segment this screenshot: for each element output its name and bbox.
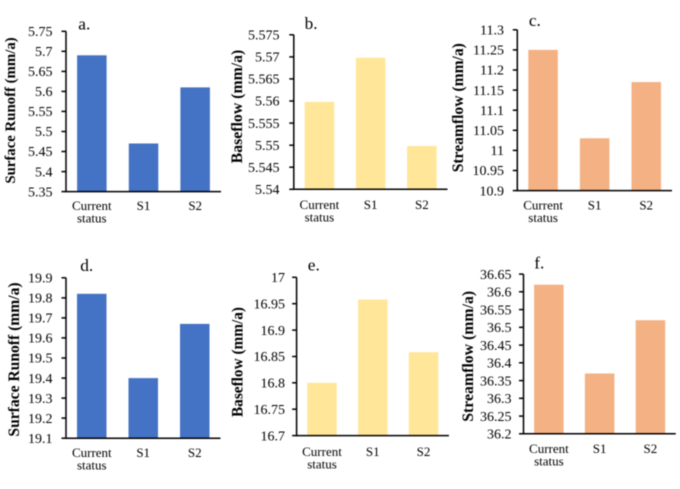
svg-text:36.2: 36.2 — [487, 428, 512, 443]
svg-text:16.95: 16.95 — [254, 297, 286, 312]
svg-text:c.: c. — [529, 11, 541, 30]
svg-text:5.54: 5.54 — [255, 183, 280, 198]
svg-text:19.4: 19.4 — [28, 372, 53, 387]
svg-text:19.6: 19.6 — [28, 332, 53, 347]
svg-text:5.75: 5.75 — [28, 25, 53, 40]
svg-text:S2: S2 — [644, 441, 658, 456]
svg-text:Current: Current — [72, 445, 112, 460]
svg-text:Baseflow (mm/a): Baseflow (mm/a) — [230, 307, 247, 417]
svg-text:Current: Current — [300, 197, 340, 212]
svg-text:S1: S1 — [137, 198, 151, 213]
svg-text:36.5: 36.5 — [487, 321, 512, 336]
svg-text:a.: a. — [78, 14, 90, 33]
svg-text:11: 11 — [491, 144, 504, 159]
svg-text:16.75: 16.75 — [254, 403, 286, 418]
svg-text:11.2: 11.2 — [480, 64, 504, 79]
svg-text:5.545: 5.545 — [248, 161, 280, 176]
svg-text:Surface Runoff (mm/a): Surface Runoff (mm/a) — [6, 282, 23, 436]
svg-text:status: status — [534, 454, 564, 469]
svg-text:11.15: 11.15 — [473, 84, 504, 99]
svg-text:19.3: 19.3 — [28, 392, 53, 407]
svg-text:status: status — [77, 458, 107, 473]
svg-text:b.: b. — [305, 14, 318, 33]
svg-text:19.7: 19.7 — [28, 312, 53, 327]
svg-text:19.5: 19.5 — [28, 352, 53, 367]
svg-text:36.65: 36.65 — [480, 268, 512, 283]
svg-text:16.85: 16.85 — [254, 350, 286, 365]
svg-text:10.9: 10.9 — [480, 184, 505, 199]
svg-text:10.95: 10.95 — [473, 164, 505, 179]
svg-text:5.45: 5.45 — [28, 145, 53, 160]
svg-text:19.9: 19.9 — [28, 272, 53, 287]
svg-text:36.4: 36.4 — [487, 357, 512, 372]
svg-text:11.05: 11.05 — [473, 124, 504, 139]
svg-text:S1: S1 — [588, 198, 602, 213]
svg-text:17: 17 — [271, 271, 285, 286]
svg-text:S1: S1 — [366, 444, 380, 459]
svg-text:36.55: 36.55 — [480, 303, 512, 318]
svg-text:5.65: 5.65 — [28, 65, 53, 80]
svg-text:Current: Current — [523, 198, 563, 213]
svg-text:5.4: 5.4 — [35, 165, 53, 180]
svg-text:5.555: 5.555 — [248, 117, 280, 132]
svg-text:5.55: 5.55 — [255, 139, 280, 154]
svg-text:d.: d. — [80, 256, 93, 275]
svg-text:36.6: 36.6 — [487, 286, 512, 301]
svg-text:5.565: 5.565 — [248, 73, 280, 88]
svg-text:Current: Current — [72, 198, 112, 213]
svg-text:5.57: 5.57 — [255, 51, 280, 66]
svg-text:19.1: 19.1 — [28, 432, 53, 447]
svg-text:5.55: 5.55 — [28, 105, 53, 120]
svg-text:Streamflow (mm/a): Streamflow (mm/a) — [450, 43, 467, 172]
svg-text:36.35: 36.35 — [480, 374, 512, 389]
svg-text:Baseflow (mm/a): Baseflow (mm/a) — [229, 50, 246, 164]
svg-text:5.6: 5.6 — [35, 85, 53, 100]
svg-text:19.2: 19.2 — [28, 412, 53, 427]
svg-text:S2: S2 — [417, 444, 431, 459]
svg-text:5.56: 5.56 — [255, 95, 280, 110]
svg-text:16.8: 16.8 — [261, 377, 286, 392]
svg-text:36.45: 36.45 — [480, 339, 512, 354]
svg-text:f.: f. — [534, 253, 544, 272]
svg-text:5.7: 5.7 — [35, 45, 53, 60]
svg-text:status: status — [528, 210, 558, 225]
svg-text:S2: S2 — [188, 445, 202, 460]
svg-text:36.3: 36.3 — [487, 392, 512, 407]
svg-text:16.7: 16.7 — [261, 429, 286, 444]
svg-text:11.1: 11.1 — [480, 104, 504, 119]
svg-text:5.5: 5.5 — [35, 125, 53, 140]
svg-text:16.9: 16.9 — [261, 324, 286, 339]
svg-text:Streamflow (mm/a): Streamflow (mm/a) — [460, 291, 477, 422]
svg-text:11.25: 11.25 — [473, 44, 504, 59]
svg-text:e.: e. — [308, 255, 320, 274]
svg-text:5.35: 5.35 — [28, 185, 53, 200]
svg-text:S1: S1 — [593, 441, 607, 456]
svg-text:S2: S2 — [415, 197, 429, 212]
svg-text:11.3: 11.3 — [480, 24, 504, 39]
svg-text:status: status — [307, 457, 337, 472]
svg-text:5.575: 5.575 — [248, 29, 280, 44]
svg-text:S1: S1 — [364, 197, 378, 212]
svg-text:status: status — [305, 210, 335, 225]
svg-text:status: status — [77, 211, 107, 226]
svg-text:S2: S2 — [639, 198, 653, 213]
svg-text:Current: Current — [302, 444, 342, 459]
svg-text:S2: S2 — [188, 198, 202, 213]
svg-text:36.25: 36.25 — [480, 410, 512, 425]
svg-text:Surface Runoff (mm/a): Surface Runoff (mm/a) — [3, 37, 19, 183]
svg-text:S1: S1 — [136, 445, 150, 460]
svg-text:Current: Current — [529, 441, 569, 456]
svg-text:19.8: 19.8 — [28, 292, 53, 307]
